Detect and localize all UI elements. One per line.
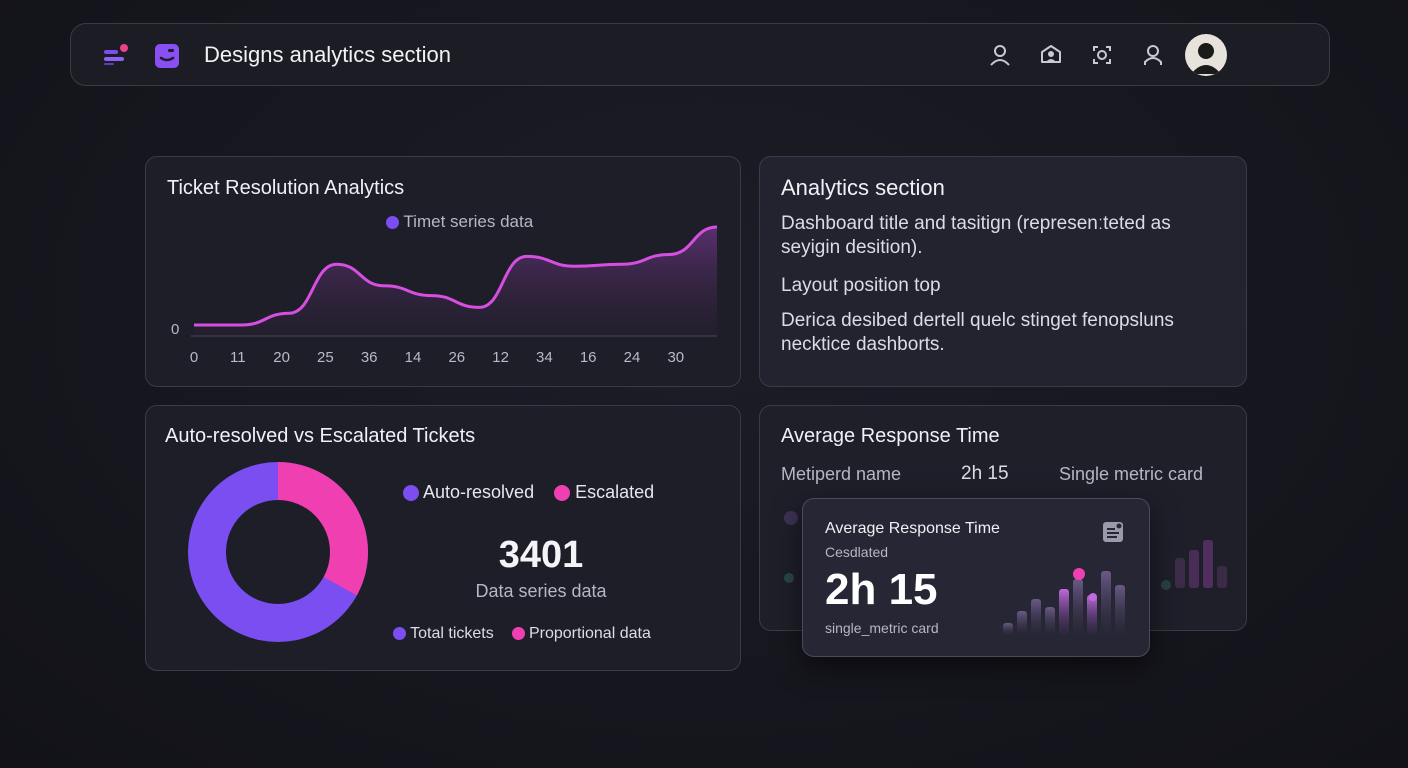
top-header: Designs analytics section bbox=[70, 23, 1330, 86]
user-icon[interactable] bbox=[987, 42, 1013, 68]
mini-bar bbox=[1115, 585, 1125, 635]
document-icon[interactable] bbox=[1101, 520, 1125, 544]
description-line: Derica desibed dertell quelc stinget fen… bbox=[781, 310, 1174, 331]
description-line: Dashboard title and tasitign (represenːt… bbox=[781, 213, 1171, 234]
x-tick-label: 14 bbox=[405, 349, 422, 366]
card-title: Average Response Time bbox=[781, 425, 1000, 447]
metric-card-subtitle: Cesdlated bbox=[825, 544, 889, 560]
metric-card-caption: single_metric card bbox=[825, 620, 939, 636]
legend-label: Timet series data bbox=[403, 212, 534, 231]
avatar[interactable] bbox=[1185, 34, 1227, 76]
legend-dot bbox=[554, 485, 571, 502]
legend-dot bbox=[403, 485, 419, 502]
legend-dot bbox=[393, 627, 406, 641]
x-tick-label: 16 bbox=[580, 349, 597, 366]
donut-legend-bottom: Total tickets Proportional data bbox=[393, 625, 651, 643]
background-bars bbox=[784, 511, 1227, 590]
logo-icon[interactable] bbox=[103, 43, 129, 69]
highlight-dot bbox=[1073, 568, 1085, 580]
mini-bar bbox=[1087, 595, 1097, 635]
legend-label: Total tickets bbox=[410, 625, 494, 642]
card-title: Ticket Resolution Analytics bbox=[167, 177, 405, 199]
x-tick-label: 0 bbox=[190, 349, 198, 366]
highlight-dot bbox=[1089, 593, 1097, 601]
decor-bar bbox=[1203, 540, 1213, 588]
donut-legend: Auto-resolved Escalated bbox=[403, 482, 654, 503]
mini-bar-chart bbox=[1003, 568, 1125, 635]
description-line: necktice dashborts. bbox=[781, 334, 945, 355]
metric-card-value: 2h 15 bbox=[825, 565, 938, 614]
metric-card-title: Average Response Time bbox=[825, 520, 1000, 537]
x-tick-label: 24 bbox=[624, 349, 641, 366]
layout-position-text: Layout position top bbox=[781, 275, 941, 296]
y-axis-zero-label: 0 bbox=[171, 321, 179, 338]
area-chart: 0 0 11 20 25 36 14 26 12 34 16 24 30 bbox=[171, 225, 718, 366]
decor-dot bbox=[784, 573, 794, 583]
legend-label: Auto-resolved bbox=[423, 482, 535, 502]
metric-value: 2h 15 bbox=[961, 463, 1009, 484]
x-tick-label: 34 bbox=[536, 349, 553, 366]
metric-card-overlay[interactable]: Average Response Time Cesdlated 2h 15 si… bbox=[802, 498, 1150, 657]
x-axis-ticks: 0 11 20 25 36 14 26 12 34 16 24 30 bbox=[190, 349, 684, 366]
area-fill bbox=[194, 227, 717, 336]
x-tick-label: 25 bbox=[317, 349, 334, 366]
x-tick-label: 20 bbox=[273, 349, 290, 366]
decor-bar bbox=[1189, 550, 1199, 588]
legend-dot bbox=[511, 627, 525, 641]
metric-caption: Single metric card bbox=[1059, 464, 1204, 484]
decor-dot bbox=[1161, 580, 1171, 590]
mini-bar bbox=[1073, 579, 1083, 635]
legend-label: Proportional data bbox=[528, 625, 651, 642]
decor-bar bbox=[1217, 566, 1227, 588]
decor-dot bbox=[784, 511, 798, 525]
x-tick-label: 12 bbox=[492, 349, 509, 366]
auto-resolved-card: Auto-resolved vs Escalated Tickets Auto-… bbox=[145, 405, 741, 671]
description-line: seyigin desition). bbox=[781, 237, 923, 258]
metric-name: Metiperd name bbox=[781, 464, 902, 484]
card-title: Analytics section bbox=[781, 175, 945, 200]
analytics-section-card: Analytics section Dashboard title and ta… bbox=[759, 156, 1247, 387]
donut-chart bbox=[188, 462, 368, 642]
ticket-resolution-card: Ticket Resolution Analytics Timet series… bbox=[145, 156, 741, 387]
x-tick-label: 11 bbox=[230, 349, 246, 366]
app-icon[interactable] bbox=[154, 43, 180, 69]
series-line bbox=[194, 225, 718, 327]
mini-bar bbox=[1059, 589, 1069, 635]
legend-label: Escalated bbox=[575, 482, 655, 502]
chart-legend: Timet series data bbox=[386, 212, 533, 232]
x-tick-label: 36 bbox=[361, 349, 378, 366]
mini-bar bbox=[1017, 611, 1027, 635]
page-title: Designs analytics section bbox=[204, 42, 452, 67]
decor-bar bbox=[1175, 558, 1185, 588]
profile-icon[interactable] bbox=[1140, 42, 1166, 68]
mini-bar bbox=[1101, 571, 1111, 635]
donut-hole bbox=[226, 500, 330, 604]
legend-dot bbox=[386, 216, 399, 230]
mini-bar bbox=[1045, 607, 1055, 635]
card-title: Auto-resolved vs Escalated Tickets bbox=[165, 425, 476, 447]
mini-bar bbox=[1003, 623, 1013, 635]
shield-icon[interactable] bbox=[1038, 42, 1064, 68]
mini-bar bbox=[1031, 599, 1041, 635]
total-caption: Data series data bbox=[475, 581, 607, 601]
scan-icon[interactable] bbox=[1089, 42, 1115, 68]
total-value: 3401 bbox=[498, 534, 584, 576]
x-tick-label: 26 bbox=[448, 349, 465, 366]
x-tick-label: 30 bbox=[667, 349, 684, 366]
